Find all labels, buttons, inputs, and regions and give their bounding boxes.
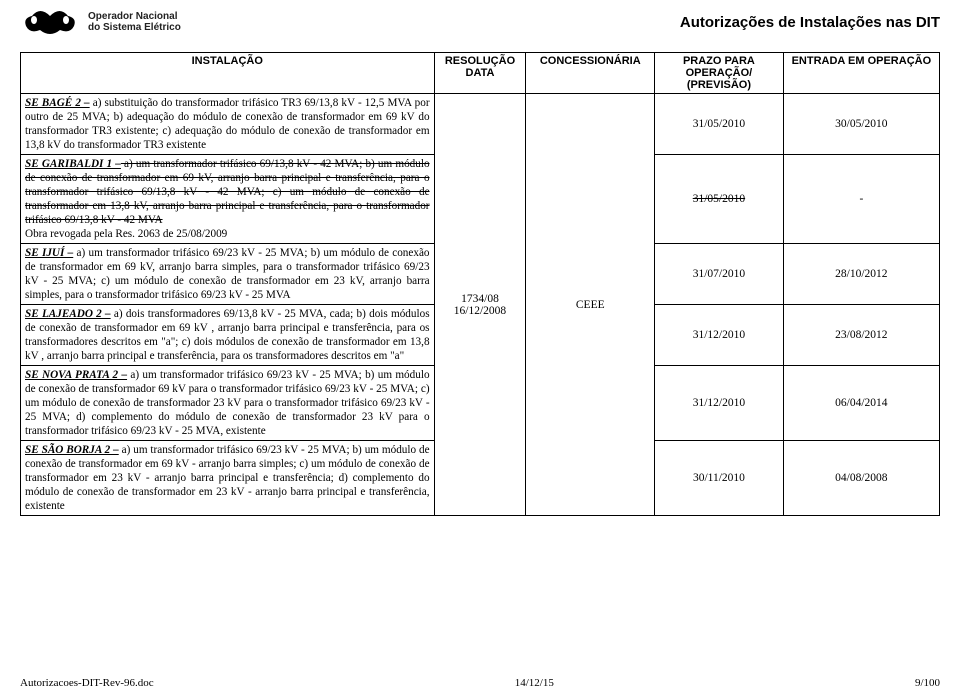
cell-entrada: 06/04/2014 xyxy=(783,366,939,441)
cell-entrada: 04/08/2008 xyxy=(783,441,939,516)
footer-date: 14/12/15 xyxy=(515,677,554,689)
row-lead: SE IJUÍ – xyxy=(25,247,73,259)
document-title: Autorizações de Instalações nas DIT xyxy=(680,14,940,31)
footer-file: Autorizacoes-DIT-Rev-96.doc xyxy=(20,677,154,689)
page-header: Operador Nacional do Sistema Elétrico Au… xyxy=(20,8,940,36)
cell-instalacao: SE NOVA PRATA 2 – a) um transformador tr… xyxy=(21,366,435,441)
col-header-resolucao: RESOLUÇÃO DATA xyxy=(434,53,526,94)
cell-instalacao: SE IJUÍ – a) um transformador trifásico … xyxy=(21,244,435,305)
cell-prazo: 31/05/2010 xyxy=(655,94,784,155)
cell-instalacao: SE SÃO BORJA 2 – a) um transformador tri… xyxy=(21,441,435,516)
table-row: SE BAGÉ 2 – a) substituição do transform… xyxy=(21,94,940,155)
cell-prazo: 31/12/2010 xyxy=(655,366,784,441)
main-table-wrap: INSTALAÇÃO RESOLUÇÃO DATA CONCESSIONÁRIA… xyxy=(20,52,940,516)
cell-entrada: - xyxy=(783,155,939,244)
cell-resolucao: 1734/08 16/12/2008 xyxy=(434,94,526,516)
col-header-entrada: ENTRADA EM OPERAÇÃO xyxy=(783,53,939,94)
footer-page: 9/100 xyxy=(915,677,940,689)
row-lead: SE LAJEADO 2 – xyxy=(25,308,111,320)
cell-prazo: 31/07/2010 xyxy=(655,244,784,305)
cell-instalacao: SE BAGÉ 2 – a) substituição do transform… xyxy=(21,94,435,155)
row-lead: SE NOVA PRATA 2 – xyxy=(25,369,127,381)
cell-instalacao: SE LAJEADO 2 – a) dois transformadores 6… xyxy=(21,305,435,366)
row-lead: SE GARIBALDI 1 – xyxy=(25,158,121,170)
col-header-concessionaria: CONCESSIONÁRIA xyxy=(526,53,655,94)
logo-line1: Operador Nacional xyxy=(88,11,177,22)
table-header-row: INSTALAÇÃO RESOLUÇÃO DATA CONCESSIONÁRIA… xyxy=(21,53,940,94)
cell-entrada: 23/08/2012 xyxy=(783,305,939,366)
cell-prazo: 31/05/2010 xyxy=(655,155,784,244)
cell-prazo: 31/12/2010 xyxy=(655,305,784,366)
logo-block: Operador Nacional do Sistema Elétrico xyxy=(20,8,181,36)
col-header-prazo: PRAZO PARA OPERAÇÃO/ (PREVISÃO) xyxy=(655,53,784,94)
row-body: a) um transformador trifásico 69/23 kV -… xyxy=(25,247,430,301)
page-footer: Autorizacoes-DIT-Rev-96.doc 14/12/15 9/1… xyxy=(20,677,940,689)
cell-entrada: 30/05/2010 xyxy=(783,94,939,155)
ons-logo-icon xyxy=(20,8,80,36)
prazo-strike: 31/05/2010 xyxy=(693,193,745,205)
resolucao-data: 16/12/2008 xyxy=(454,305,506,317)
row-lead: SE BAGÉ 2 – xyxy=(25,97,90,109)
logo-line2: do Sistema Elétrico xyxy=(88,22,181,33)
row-lead: SE SÃO BORJA 2 – xyxy=(25,444,119,456)
cell-prazo: 30/11/2010 xyxy=(655,441,784,516)
authorizations-table: INSTALAÇÃO RESOLUÇÃO DATA CONCESSIONÁRIA… xyxy=(20,52,940,516)
cell-entrada: 28/10/2012 xyxy=(783,244,939,305)
cell-instalacao: SE GARIBALDI 1 – a) um transformador tri… xyxy=(21,155,435,244)
cell-concessionaria: CEEE xyxy=(526,94,655,516)
resolucao-num: 1734/08 xyxy=(461,293,499,305)
row-note: Obra revogada pela Res. 2063 de 25/08/20… xyxy=(25,228,227,240)
logo-text: Operador Nacional do Sistema Elétrico xyxy=(88,11,181,33)
col-header-instalacao: INSTALAÇÃO xyxy=(21,53,435,94)
